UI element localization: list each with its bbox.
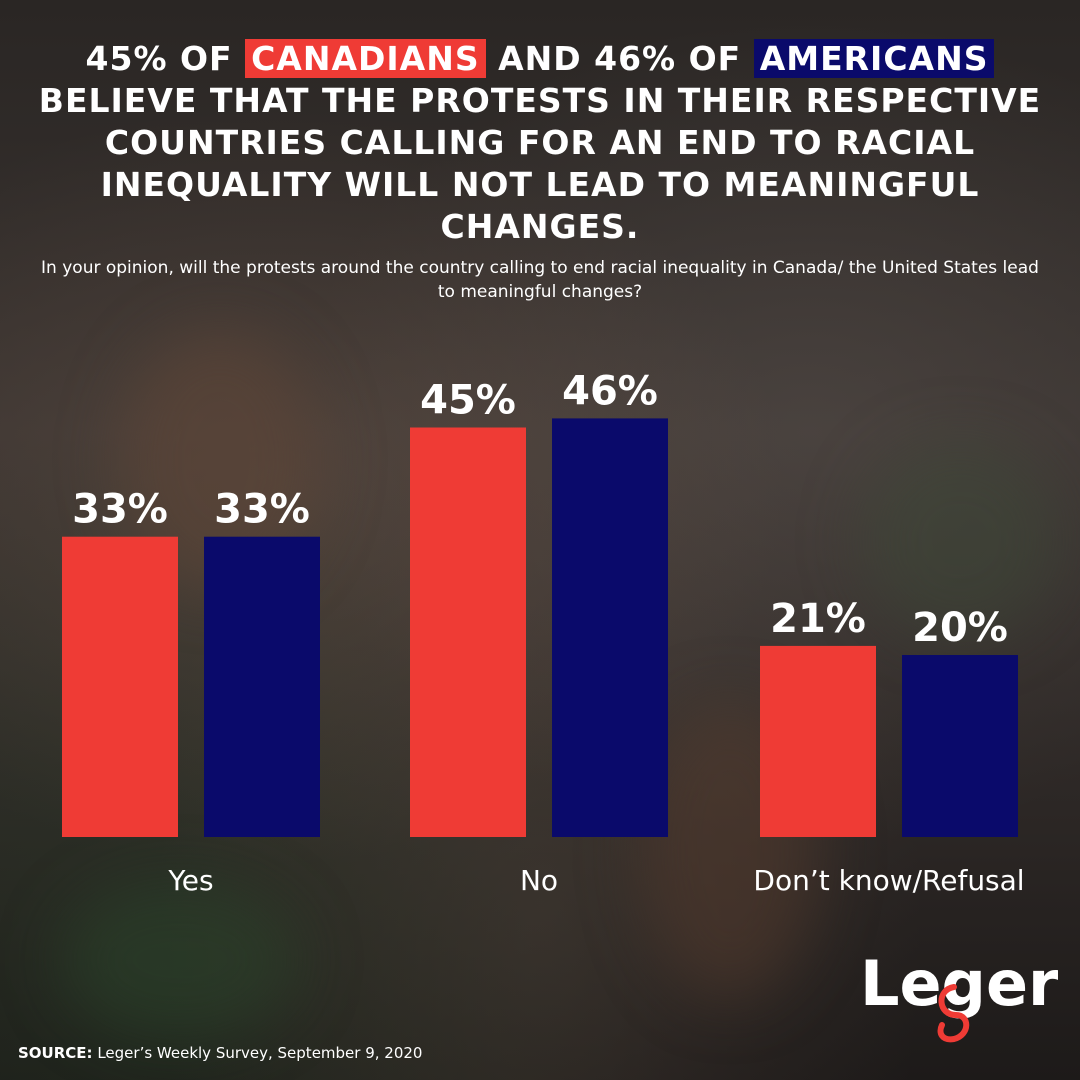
- logo-text: Leger: [860, 947, 1058, 1020]
- bar-usa-2: [902, 655, 1018, 837]
- background-blur: [860, 440, 1060, 640]
- category-label-0: Yes: [167, 864, 213, 897]
- category-label-1: No: [520, 864, 558, 897]
- bar-usa-0: [204, 536, 320, 837]
- bar-canada-1: [410, 427, 526, 837]
- headline-text: BELIEVE THAT THE PROTESTS IN THEIR RESPE…: [38, 81, 1042, 246]
- value-label-usa-0: 33%: [214, 487, 310, 533]
- value-label-canada-0: 33%: [72, 487, 168, 533]
- value-label-usa-2: 20%: [912, 605, 1008, 651]
- headline-text: AND 46% OF: [485, 39, 754, 78]
- headline: 45% OF CANADIANS AND 46% OF AMERICANS BE…: [20, 38, 1060, 248]
- leger-logo: Leger: [860, 947, 1058, 1043]
- bar-canada-2: [760, 645, 876, 837]
- source-label: SOURCE:: [18, 1044, 93, 1062]
- value-label-canada-1: 45%: [420, 378, 516, 424]
- category-label-2: Don’t know/Refusal: [753, 864, 1024, 897]
- bar-usa-1: [552, 418, 668, 837]
- headline-americans-highlight: AMERICANS: [753, 39, 995, 78]
- source-text: Leger’s Weekly Survey, September 9, 2020: [97, 1044, 423, 1062]
- headline-canadians-highlight: CANADIANS: [245, 39, 486, 78]
- logo-accent-icon: [937, 984, 970, 1043]
- bar-canada-0: [62, 536, 178, 837]
- value-label-canada-2: 21%: [770, 596, 866, 642]
- survey-question: In your opinion, will the protests aroun…: [41, 258, 1039, 302]
- value-label-usa-1: 46%: [562, 368, 658, 414]
- background-blur: [60, 880, 300, 1040]
- source-note: SOURCE: Leger’s Weekly Survey, September…: [18, 1044, 422, 1062]
- headline-text: 45% OF: [85, 39, 246, 78]
